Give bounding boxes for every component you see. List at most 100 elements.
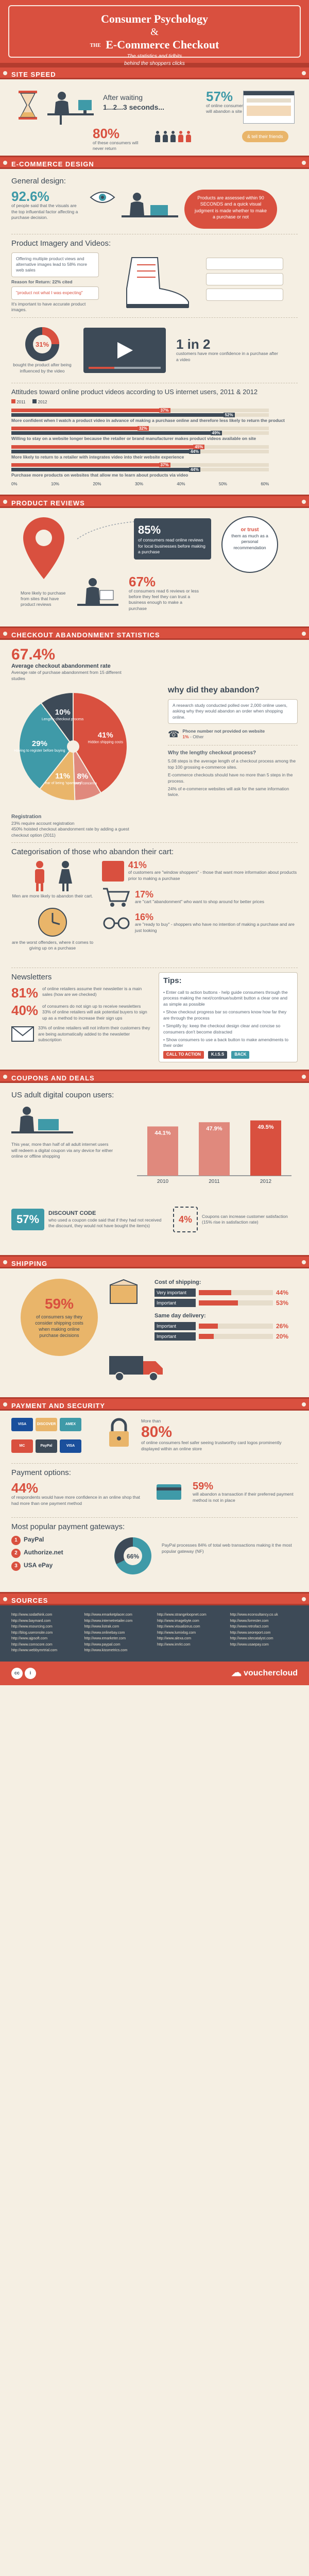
desk-person-icon <box>47 89 94 125</box>
source-link[interactable]: http://www.econsultancy.co.uk <box>230 1613 278 1617</box>
browser-window-icon <box>243 91 295 124</box>
attitude-bar-2011: 45% <box>11 444 205 449</box>
shipping-free-text: of consumers say they consider shipping … <box>35 1314 83 1338</box>
coupon-category: 2010 <box>157 1179 169 1184</box>
attitude-bar-2012: 44% <box>11 467 200 472</box>
source-link[interactable]: http://www.imrkt.com <box>157 1642 191 1647</box>
imagery-text4: It's important to have accurate product … <box>11 301 86 313</box>
source-link[interactable]: http://www.onlinebay.com <box>84 1631 125 1635</box>
attitude-row: 45% 44% More likely to return to a retaile… <box>11 444 298 460</box>
newsletter-stat2-text2: 33% of online retailers will ask potenti… <box>42 1009 147 1021</box>
attitude-bar-2012: 44% <box>11 449 200 454</box>
payment-card-logo: AMEX <box>60 1417 81 1431</box>
reviews-stat1-value: 85% <box>138 523 161 536</box>
general-design-text: of people said that the visuals are the … <box>11 203 78 221</box>
speed-stat1-value: 57% <box>206 89 233 104</box>
source-link[interactable]: http://www.strangeloopnet.com <box>157 1613 207 1617</box>
band-site-speed: SITE SPEED <box>0 66 309 79</box>
source-link[interactable]: http://www.esourcing.com <box>11 1625 53 1629</box>
pie-label: Hidden shipping costs <box>88 741 123 744</box>
payment-card-logo: VISA <box>60 1439 81 1453</box>
attitude-label: Willing to stay on a website longer beca… <box>11 436 256 442</box>
discount-text: who used a coupon code said that if they… <box>48 1217 162 1229</box>
sources-col3: http://www.strangeloopnet.com http://www.… <box>157 1613 225 1654</box>
source-link[interactable]: http://www.retrofact.com <box>230 1625 269 1629</box>
coupon-bar-label: 44.1% <box>154 1130 170 1136</box>
source-link[interactable]: http://www.emarketer.com <box>84 1637 126 1641</box>
shipping-row-label: Important <box>154 1299 196 1308</box>
sources-section: http://www.sodathink.com http://www.bayma… <box>0 1605 309 1662</box>
attitude-bar-value: 44% <box>188 467 200 472</box>
buy-text: are "ready to buy" - shoppers who have n… <box>135 922 295 933</box>
buy-value: 16% <box>135 912 154 923</box>
discount-value: 57% <box>16 1213 40 1226</box>
source-link[interactable]: http://www.sitecatalyst.com <box>230 1637 273 1641</box>
cost-title: Cost of shipping: <box>154 1279 201 1285</box>
source-link[interactable]: http://www.alexa.com <box>157 1637 192 1641</box>
assess-text: Products are assessed within 90 SECONDS … <box>194 195 267 219</box>
brand-name: vouchercloud <box>244 1668 298 1677</box>
why-title: why did they abandon? <box>168 686 260 695</box>
imagery-text2: Reason for Return: 22% cited <box>11 279 73 284</box>
gateways-list: 1 PayPal 2 Authorize.net 3 USA ePay <box>11 1535 104 1585</box>
source-link[interactable]: http://www.emarketplacer.com <box>84 1613 132 1617</box>
source-link[interactable]: http://www.listrak.com <box>84 1625 119 1629</box>
source-link[interactable]: http://www.ajpsoft.com <box>11 1637 48 1641</box>
axis-tick: 20% <box>93 481 101 486</box>
source-link[interactable]: http://www.visualizeus.com <box>157 1625 200 1629</box>
cta-button[interactable]: CALL TO ACTION <box>163 1050 204 1059</box>
source-link[interactable]: http://www.kissmetrics.com <box>84 1649 128 1653</box>
header-title-line1: Consumer Psychology <box>101 12 208 25</box>
discount-tag: 57% DISCOUNT CODE who used a coupon code… <box>11 1209 166 1230</box>
abandon-value: 59% <box>193 1481 214 1493</box>
in2-text: customers have more confidence in a purc… <box>176 351 278 362</box>
source-link[interactable]: http://www.internetretailer.com <box>84 1619 133 1623</box>
categorisation-title: Categorisation of those who abandon thei… <box>11 848 174 857</box>
coupon-text: Coupons can increase customer satisfacti… <box>202 1213 288 1225</box>
pie-value: 41% <box>98 731 113 740</box>
phone-icon: ☎ <box>168 729 180 740</box>
gateway-name: Authorize.net <box>24 1549 63 1556</box>
general-design-title: General design: <box>11 177 66 185</box>
payment-card-logo: VISA <box>11 1417 33 1431</box>
coupon-bar <box>147 1126 178 1176</box>
gateways-title: Most popular payment gateways: <box>11 1522 125 1532</box>
axis-tick: 40% <box>177 481 185 486</box>
imagery-title: Product Imagery and Videos: <box>11 239 111 248</box>
reviews-stat4-text: More likely to purchase from sites that … <box>21 590 66 607</box>
source-link[interactable]: http://www.forrester.com <box>230 1619 269 1623</box>
axis-tick: 30% <box>134 481 143 486</box>
source-link[interactable]: http://www.baymard.com <box>11 1619 51 1623</box>
attitude-bar-2011: 37% <box>11 408 170 413</box>
shipping-row: Important 20% <box>154 1332 288 1341</box>
source-link[interactable]: http://www.sodathink.com <box>11 1613 53 1617</box>
source-link[interactable]: http://blog.useronsite.com <box>11 1631 53 1635</box>
source-link[interactable]: http://www.usaepay.com <box>230 1642 269 1647</box>
in2-value: 1 in 2 <box>176 336 211 352</box>
attitude-bar-2012: 49% <box>11 431 222 436</box>
back-button[interactable]: BACK <box>231 1050 250 1059</box>
ideal-text1: 5.08 steps is the average length of a ch… <box>168 758 296 770</box>
attitude-bar-track: 32% <box>11 426 269 431</box>
shipping-row-value: 20% <box>276 1333 288 1341</box>
options-value: 44% <box>11 1480 39 1496</box>
source-link[interactable]: http://www.imagebyte.com <box>157 1619 199 1623</box>
after-waiting-text: After waiting <box>103 93 143 101</box>
man-woman-icon <box>11 860 94 892</box>
speech-bubble: & tell their friends <box>242 131 288 143</box>
source-link[interactable]: http://www.paypal.com <box>84 1642 121 1647</box>
newsletter-stat1-text: of online retailers assume their newslet… <box>42 986 142 997</box>
brand-logo[interactable]: ☁ vouchercloud <box>231 1666 298 1680</box>
abandon-pie: 41% Hidden shipping costs 8% Delivery conce… <box>11 685 161 814</box>
coupon-bar <box>250 1120 281 1176</box>
band-checkout-abandonment: CHECKOUT ABANDONMENT STATISTICS <box>0 626 309 640</box>
trust-circle: or trust them as much as a personal reco… <box>221 516 278 573</box>
source-link[interactable]: http://www.webbymrtrial.com <box>11 1649 58 1653</box>
cards-grid: VISA DISCOVER AMEX MC PayPal VISA <box>11 1417 99 1459</box>
attitude-bar-track: 44% <box>11 467 269 472</box>
coupon-category: 2012 <box>260 1179 272 1184</box>
shipping-row-label: Very important <box>154 1288 196 1297</box>
source-link[interactable]: http://www.lumixlog.com <box>157 1631 196 1635</box>
source-link[interactable]: http://www.seoreport.com <box>230 1631 271 1635</box>
source-link[interactable]: http://www.comscore.com <box>11 1642 53 1647</box>
